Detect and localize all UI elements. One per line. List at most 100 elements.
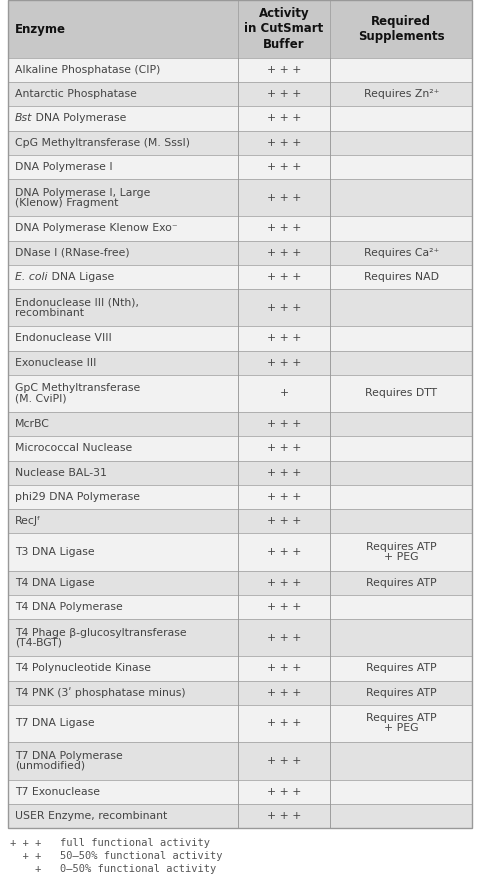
Text: (unmodified): (unmodified) [15, 761, 85, 771]
Text: Requires ATP: Requires ATP [366, 688, 436, 698]
Bar [8, 619, 472, 656]
Text: T4 DNA Polymerase: T4 DNA Polymerase [15, 602, 123, 612]
Text: Requires ATP: Requires ATP [366, 713, 436, 723]
Text: (M. CviPI): (M. CviPI) [15, 394, 67, 404]
Bar [8, 216, 472, 240]
Text: DNA Polymerase I, Large: DNA Polymerase I, Large [15, 187, 150, 198]
Text: phi29 DNA Polymerase: phi29 DNA Polymerase [15, 492, 140, 502]
Bar [8, 374, 472, 412]
Text: Requires ATP: Requires ATP [366, 542, 436, 552]
Text: GpC Methyltransferase: GpC Methyltransferase [15, 383, 140, 394]
Text: Requires ATP: Requires ATP [366, 663, 436, 674]
Text: Endonuclease VIII: Endonuclease VIII [15, 334, 112, 343]
Text: DNA Ligase: DNA Ligase [48, 272, 114, 282]
Text: + + +: + + + [267, 756, 301, 766]
Text: + PEG: + PEG [384, 723, 419, 734]
Text: + + +: + + + [267, 719, 301, 728]
Text: Requires ATP: Requires ATP [366, 577, 436, 587]
Text: + + +: + + + [267, 247, 301, 258]
Text: + + +: + + + [267, 138, 301, 147]
Text: + + +: + + + [267, 334, 301, 343]
Text: USER Enzyme, recombinant: USER Enzyme, recombinant [15, 811, 167, 821]
Text: DNA Polymerase: DNA Polymerase [32, 113, 127, 124]
Text: Requires Ca²⁺: Requires Ca²⁺ [364, 247, 439, 258]
Bar [8, 595, 472, 619]
Text: + + +: + + + [267, 602, 301, 612]
Text: RecJᶠ: RecJᶠ [15, 516, 41, 526]
Text: DNA Polymerase I: DNA Polymerase I [15, 162, 113, 172]
Text: (T4-BGT): (T4-BGT) [15, 638, 62, 647]
Text: Enzyme: Enzyme [15, 22, 66, 35]
Text: recombinant: recombinant [15, 307, 84, 318]
Text: T4 Polynucleotide Kinase: T4 Polynucleotide Kinase [15, 663, 151, 674]
Text: + + +: + + + [267, 492, 301, 502]
Text: Exonuclease III: Exonuclease III [15, 358, 96, 367]
Text: T4 DNA Ligase: T4 DNA Ligase [15, 577, 95, 587]
Text: + + +: + + + [267, 468, 301, 478]
Bar [8, 804, 472, 828]
Bar [8, 509, 472, 533]
Bar [8, 179, 472, 216]
Bar [8, 570, 472, 595]
Text: T7 Exonuclease: T7 Exonuclease [15, 787, 100, 796]
Text: DNase I (RNase-free): DNase I (RNase-free) [15, 247, 130, 258]
Text: + + +: + + + [267, 577, 301, 587]
Bar [8, 289, 472, 327]
Text: + + +: + + + [267, 223, 301, 233]
Bar [8, 265, 472, 289]
Text: + + +: + + + [267, 787, 301, 796]
Bar [8, 327, 472, 351]
Bar [8, 82, 472, 106]
Text: E. coli: E. coli [15, 272, 48, 282]
Bar [8, 780, 472, 804]
Bar [8, 58, 472, 82]
Text: Nuclease BAL-31: Nuclease BAL-31 [15, 468, 107, 478]
Text: + + +   full functional activity: + + + full functional activity [10, 838, 210, 848]
Text: CpG Methyltransferase (M. SssI): CpG Methyltransferase (M. SssI) [15, 138, 190, 147]
Text: + + +: + + + [267, 272, 301, 282]
Text: T7 DNA Ligase: T7 DNA Ligase [15, 719, 95, 728]
Text: Antarctic Phosphatase: Antarctic Phosphatase [15, 89, 137, 99]
Bar [8, 351, 472, 374]
Bar [8, 681, 472, 705]
Text: + + +: + + + [267, 192, 301, 202]
Bar [8, 461, 472, 485]
Bar [8, 705, 472, 743]
Text: Requires DTT: Requires DTT [365, 389, 437, 398]
Text: DNA Polymerase Klenow Exo⁻: DNA Polymerase Klenow Exo⁻ [15, 223, 178, 233]
Text: + + +: + + + [267, 688, 301, 698]
Text: + PEG: + PEG [384, 552, 419, 562]
Bar [8, 656, 472, 681]
Text: +   0–50% functional activity: + 0–50% functional activity [10, 864, 216, 874]
Text: Activity
in CutSmart
Buffer: Activity in CutSmart Buffer [244, 7, 324, 50]
Text: (Klenow) Fragment: (Klenow) Fragment [15, 198, 119, 208]
Text: + + +: + + + [267, 632, 301, 643]
Text: + + +: + + + [267, 516, 301, 526]
Text: Requires Zn²⁺: Requires Zn²⁺ [363, 89, 439, 99]
Bar [8, 0, 472, 58]
Text: + + +: + + + [267, 303, 301, 313]
Text: Required
Supplements: Required Supplements [358, 15, 444, 43]
Text: Alkaline Phosphatase (CIP): Alkaline Phosphatase (CIP) [15, 65, 160, 75]
Text: + + +: + + + [267, 113, 301, 124]
Text: T4 PNK (3ʹ phosphatase minus): T4 PNK (3ʹ phosphatase minus) [15, 687, 186, 698]
Text: + + +: + + + [267, 419, 301, 429]
Bar [8, 412, 472, 436]
Bar [8, 485, 472, 509]
Text: McrBC: McrBC [15, 419, 50, 429]
Text: + + +: + + + [267, 443, 301, 454]
Text: + + +: + + + [267, 811, 301, 821]
Text: Requires NAD: Requires NAD [364, 272, 439, 282]
Text: Bst: Bst [15, 113, 32, 124]
Text: + + +: + + + [267, 663, 301, 674]
Text: + + +: + + + [267, 358, 301, 367]
Text: Micrococcal Nuclease: Micrococcal Nuclease [15, 443, 132, 454]
Bar [8, 240, 472, 265]
Bar [8, 533, 472, 570]
Text: T3 DNA Ligase: T3 DNA Ligase [15, 547, 95, 557]
Bar [8, 743, 472, 780]
Text: +: + [279, 389, 288, 398]
Text: + + +: + + + [267, 89, 301, 99]
Bar [8, 131, 472, 155]
Text: T7 DNA Polymerase: T7 DNA Polymerase [15, 751, 123, 761]
